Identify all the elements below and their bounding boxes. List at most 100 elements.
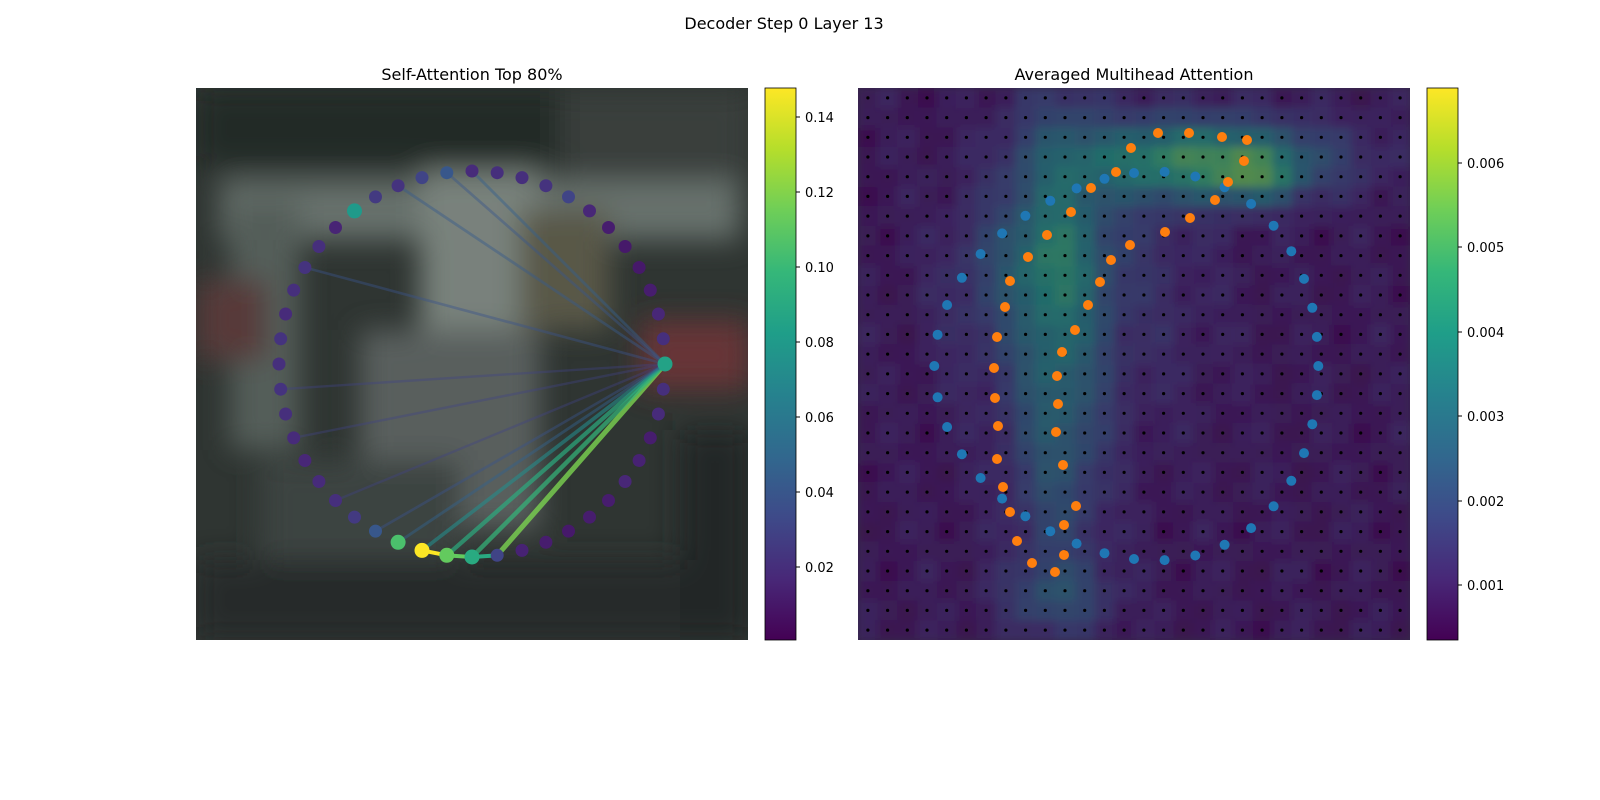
grid-point [1083,392,1087,396]
grid-point [1083,214,1087,218]
grid-point [1260,569,1264,573]
grid-point [1122,372,1126,376]
reference-point-orange [1160,227,1170,237]
grid-point [1201,589,1205,593]
grid-point [1004,470,1008,474]
reference-point-blue [1020,210,1031,221]
reference-point-orange [1050,567,1060,577]
grid-point [1102,530,1106,534]
grid-point [984,214,988,218]
grid-point [1201,273,1205,277]
reference-point-blue [1190,171,1201,182]
grid-point [905,431,909,435]
grid-point [1280,313,1284,317]
grid-point [945,96,949,100]
grid-point [1024,175,1028,179]
grid-point [1378,116,1382,120]
grid-point [886,411,890,415]
reference-point-blue [1268,220,1279,231]
contour-node [656,332,670,346]
grid-point [1378,628,1382,632]
grid-point [1260,313,1264,317]
contour-node [415,171,429,185]
grid-point [1142,411,1146,415]
grid-point [1024,530,1028,534]
grid-point [1122,392,1126,396]
grid-point [1102,490,1106,494]
grid-point [1240,313,1244,317]
reference-point-blue [1071,183,1082,194]
grid-point [1280,549,1284,553]
grid-point [1063,254,1067,258]
grid-point [1378,194,1382,198]
grid-point [866,372,870,376]
grid-point [1300,254,1304,258]
grid-point [1240,234,1244,238]
grid-point [1142,96,1146,100]
grid-point [1024,589,1028,593]
grid-point [1122,175,1126,179]
grid-point [866,628,870,632]
grid-point [1221,313,1225,317]
grid-point [1378,530,1382,534]
grid-point [1359,411,1363,415]
grid-point [1319,549,1323,553]
grid-point [945,628,949,632]
grid-point [1398,352,1402,356]
grid-point [1300,332,1304,336]
reference-point-blue [1268,501,1279,512]
grid-point [1201,293,1205,297]
grid-point [1122,352,1126,356]
grid-point [1181,431,1185,435]
grid-point [1083,431,1087,435]
grid-point [1181,254,1185,258]
grid-point [1221,372,1225,376]
grid-point [1319,175,1323,179]
grid-point [866,96,870,100]
grid-point [1063,175,1067,179]
grid-point [1280,589,1284,593]
grid-point [886,372,890,376]
grid-point [1122,194,1126,198]
grid-point [984,352,988,356]
grid-point [1102,293,1106,297]
grid-point [1181,175,1185,179]
grid-point [1280,332,1284,336]
grid-point [1319,451,1323,455]
grid-point [1043,628,1047,632]
grid-point [1280,372,1284,376]
grid-point [905,214,909,218]
reference-point-blue [956,449,967,460]
grid-point [1142,569,1146,573]
reference-point-orange [1184,128,1194,138]
grid-point [925,234,929,238]
contour-node [272,357,286,371]
grid-point [1043,352,1047,356]
grid-point [1004,332,1008,336]
grid-point [866,175,870,179]
grid-point [1181,392,1185,396]
grid-point [1221,214,1225,218]
grid-point [964,411,969,415]
grid-point [1162,273,1166,277]
grid-point [886,451,890,455]
grid-point [905,155,909,159]
grid-point [1378,214,1382,218]
grid-point [1221,273,1225,277]
grid-point [1280,293,1284,297]
grid-point [886,214,890,218]
grid-point [1142,510,1146,514]
reference-point-orange [990,393,1000,403]
grid-point [1359,254,1363,258]
grid-point [1339,589,1343,593]
grid-point [964,116,969,120]
grid-point [1043,214,1047,218]
grid-point [1004,313,1008,317]
grid-point [886,608,890,613]
multihead-attention-title: Averaged Multihead Attention [1015,65,1254,84]
grid-point [1024,194,1028,198]
attention-edge [334,362,667,502]
grid-point [1359,451,1363,455]
grid-point [925,293,929,297]
cb1-tick-label: 0.14 [805,111,834,126]
